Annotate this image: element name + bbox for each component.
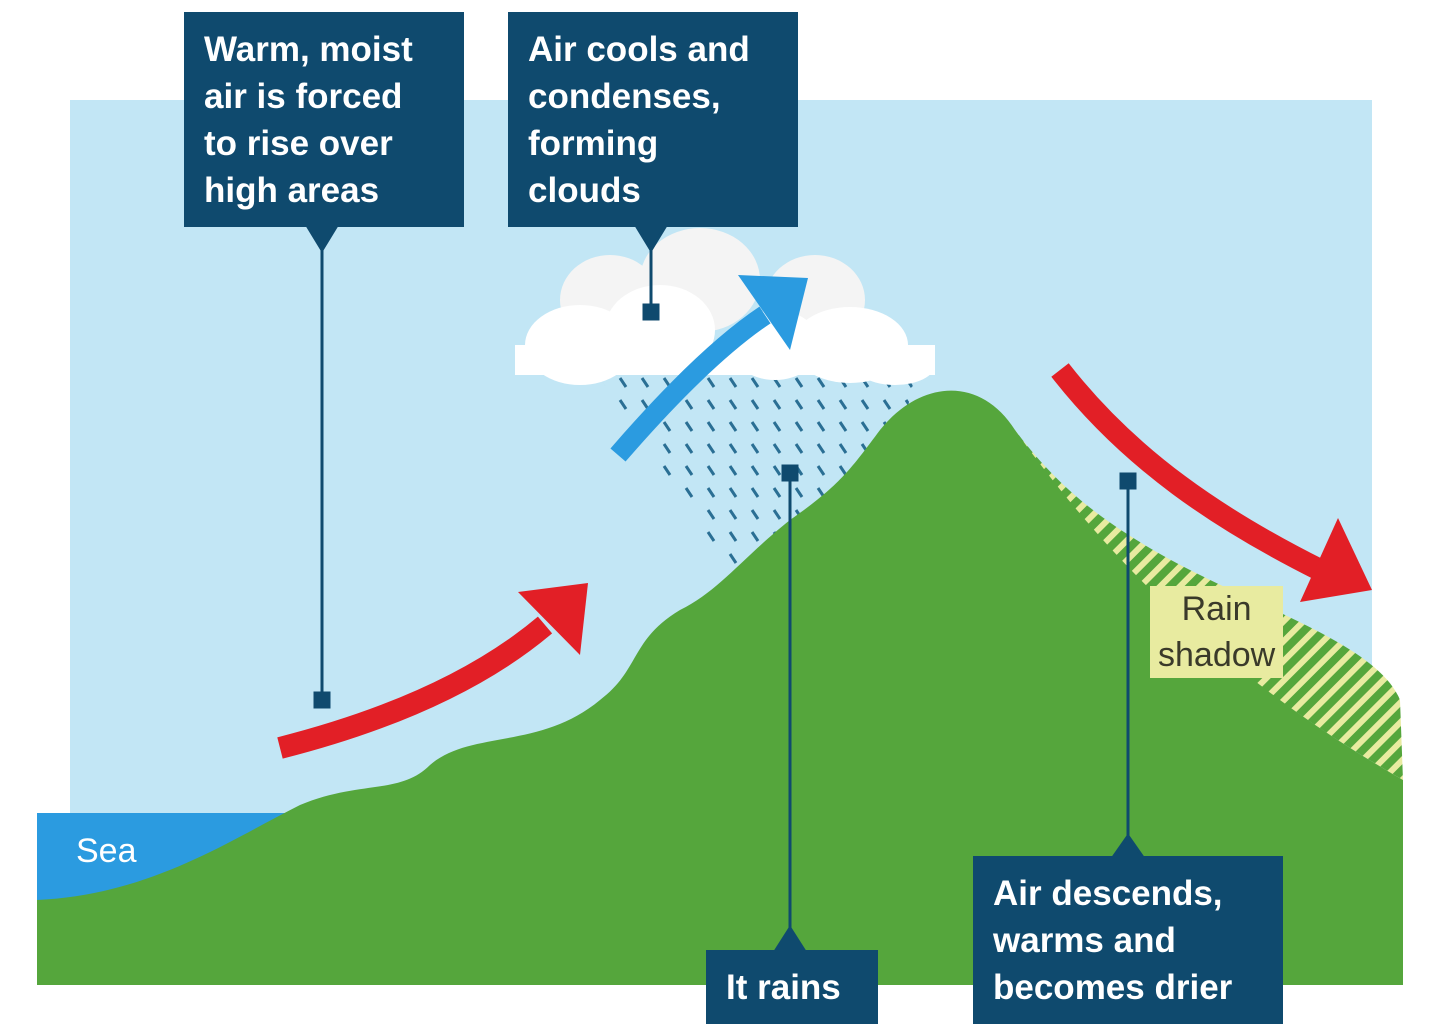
warm-air-rising-arrow bbox=[277, 583, 588, 759]
sea-label: Sea bbox=[76, 832, 137, 870]
pointer-lines bbox=[305, 225, 1145, 952]
label-clouds-form: Air cools and condenses, forming clouds bbox=[508, 12, 798, 227]
label-air-rises: Warm, moist air is forced to rise over h… bbox=[184, 12, 464, 227]
mountain bbox=[37, 390, 1403, 986]
rainfall bbox=[598, 375, 915, 575]
rising-air-arrow bbox=[610, 275, 808, 462]
descending-air-arrow bbox=[1051, 363, 1372, 602]
rain-shadow-label: Rain shadow bbox=[1150, 586, 1284, 678]
label-it-rains: It rains bbox=[706, 950, 878, 1024]
label-air-descends: Air descends, warms and becomes drier bbox=[973, 856, 1283, 1024]
